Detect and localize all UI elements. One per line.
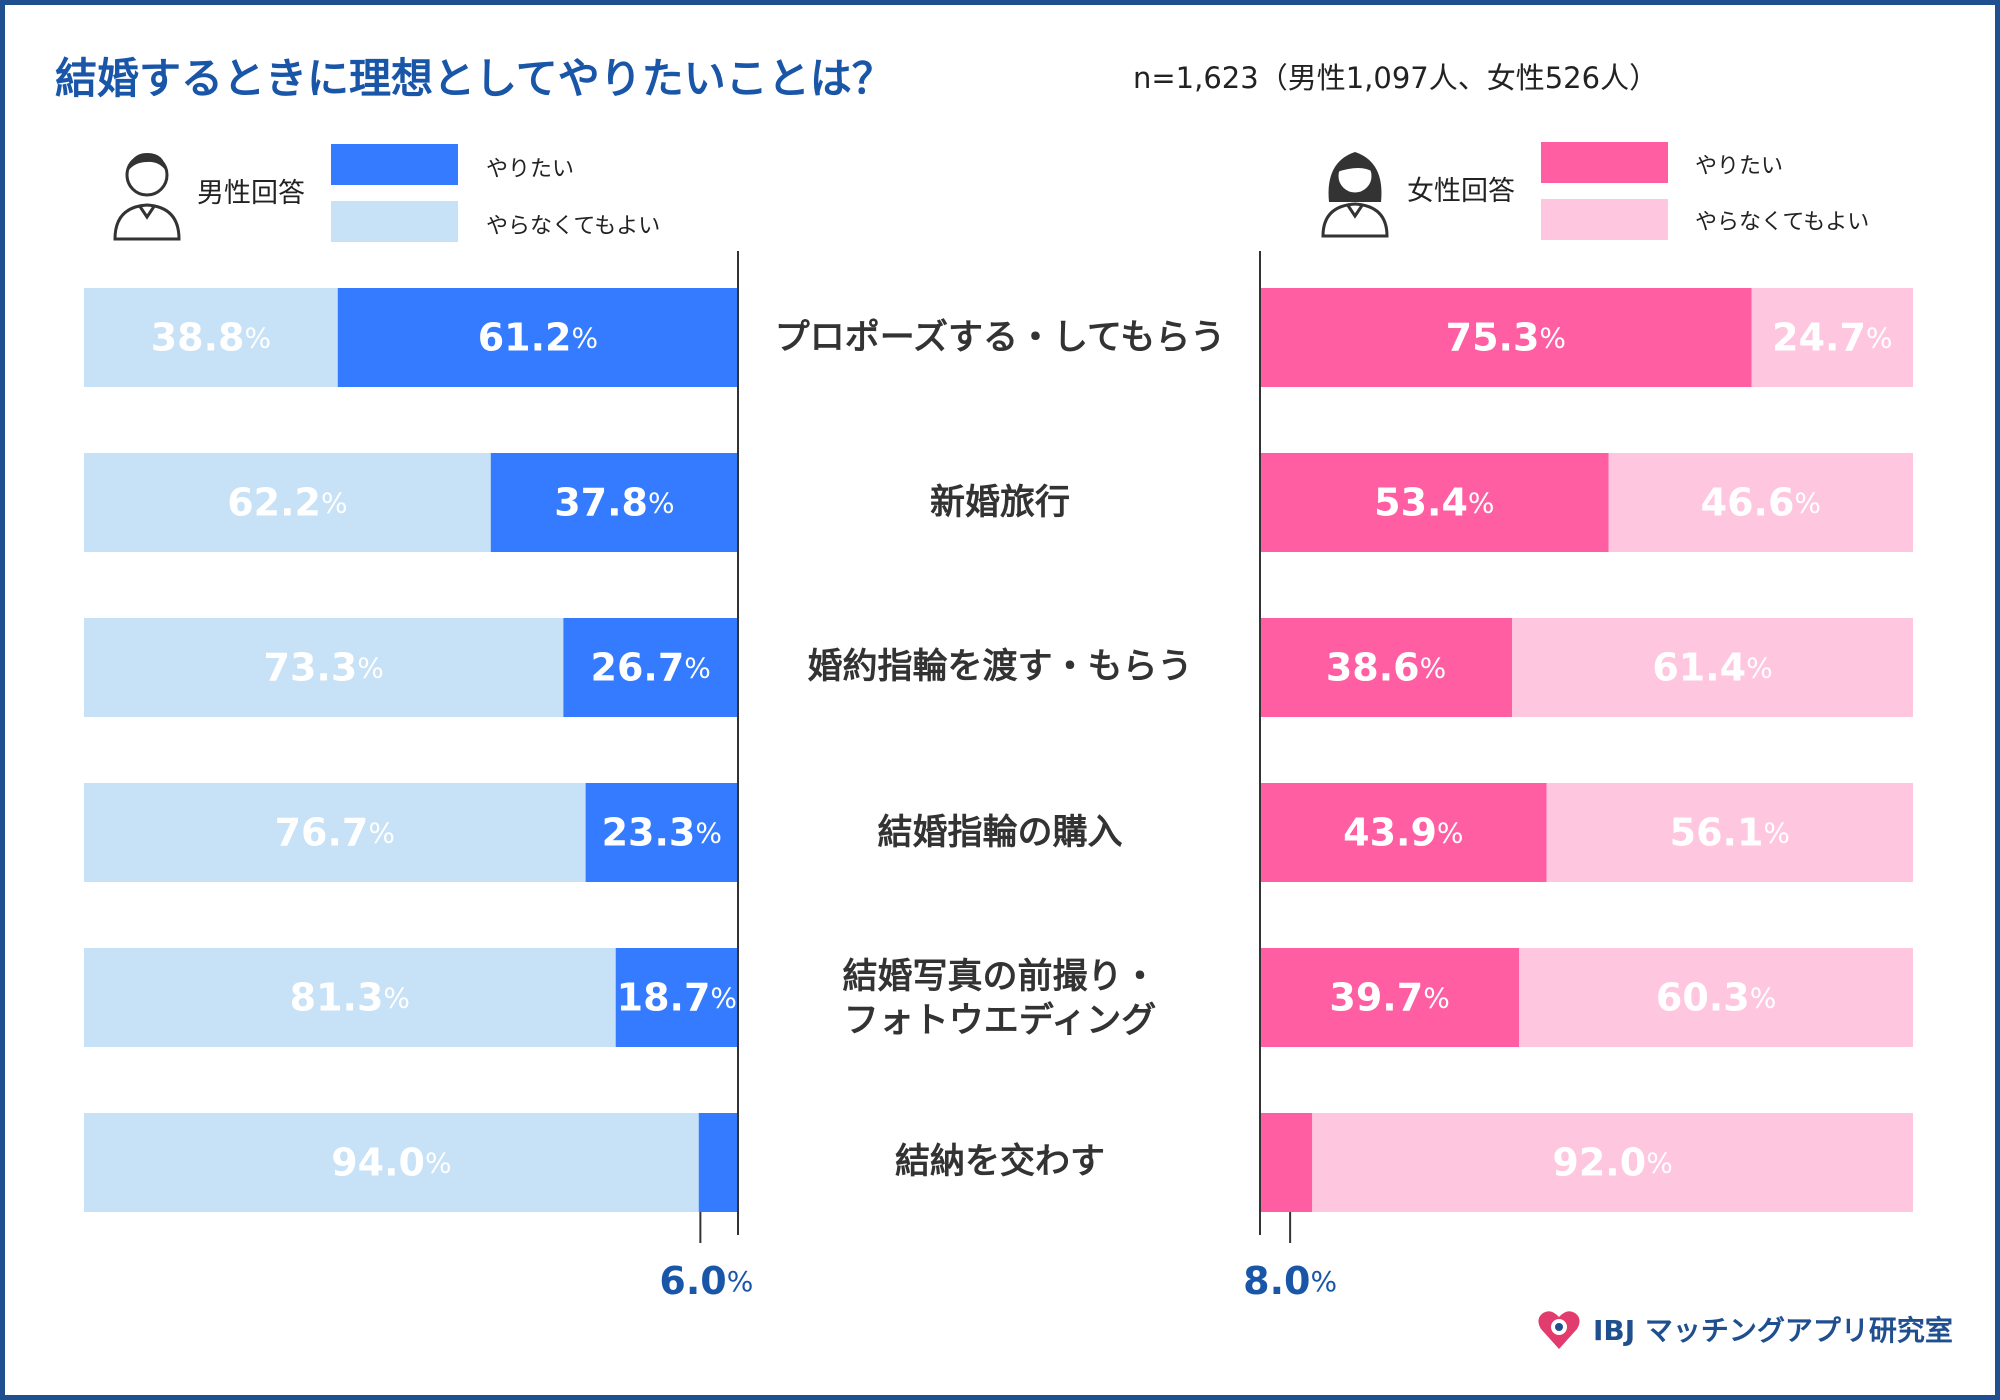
- category-label-0: プロポーズする・してもらう: [774, 318, 1226, 358]
- male-no-bar-2: [84, 618, 564, 717]
- female-no-bar-4: [1519, 948, 1913, 1047]
- male-yes-value-2: 26.7%: [591, 646, 711, 690]
- female-no-bar-0: [1751, 288, 1913, 387]
- male-no-bar-3: [84, 783, 586, 882]
- male-no-value-2: 73.3%: [264, 646, 384, 690]
- male-yes-legend-text: やりたい: [486, 157, 575, 182]
- male-yes-value-4: 18.7%: [617, 976, 737, 1020]
- female-no-value-3: 56.1%: [1670, 811, 1790, 855]
- male-yes-bar-0: [337, 288, 738, 387]
- female-no-legend-text: やらなくてもよい: [1695, 210, 1870, 235]
- female-yes-value-3: 43.9%: [1343, 811, 1463, 855]
- brand-logo: IBJ マッチングアプリ研究室: [1535, 1305, 1953, 1353]
- female-legend-label: 女性回答: [1407, 176, 1515, 207]
- male-no-value-3: 76.7%: [275, 811, 395, 855]
- female-no-bar-1: [1608, 453, 1913, 552]
- male-no-bar-0: [84, 288, 338, 387]
- female-yes-bar-0: [1260, 288, 1752, 387]
- female-no-bar-2: [1512, 618, 1913, 717]
- brand-text: IBJ マッチングアプリ研究室: [1593, 1314, 1953, 1347]
- female-yes-value-4: 39.7%: [1329, 976, 1449, 1020]
- female-yes-bar-1: [1260, 453, 1609, 552]
- female-yes-bar-2: [1260, 618, 1513, 717]
- female-yes-legend-text: やりたい: [1695, 154, 1784, 179]
- female-no-value-4: 60.3%: [1656, 976, 1776, 1020]
- male-no-value-5: 94.0%: [331, 1141, 451, 1185]
- male-yes-bar-5: [698, 1113, 738, 1212]
- female-person-icon: [1321, 152, 1389, 238]
- male-no-bar-4: [84, 948, 616, 1047]
- male-no-value-0: 38.8%: [151, 316, 271, 360]
- female-yes-bar-4: [1260, 948, 1520, 1047]
- male-no-bar-5: [84, 1113, 699, 1212]
- male-legend-label: 男性回答: [197, 178, 305, 209]
- male-no-bar-1: [84, 453, 491, 552]
- category-label-3: 結婚指輪の購入: [877, 813, 1123, 853]
- male-no-value-1: 62.2%: [227, 481, 347, 525]
- female-no-swatch: [1541, 199, 1668, 240]
- male-no-legend-text: やらなくてもよい: [486, 214, 661, 239]
- female-yes-value-1: 53.4%: [1374, 481, 1494, 525]
- female-no-value-5: 92.0%: [1552, 1141, 1672, 1185]
- female-no-value-0: 24.7%: [1772, 316, 1892, 360]
- female-yes-bar-5: [1260, 1113, 1313, 1212]
- male-yes-value-0: 61.2%: [478, 316, 598, 360]
- category-label-2: 婚約指輪を渡す・もらう: [807, 647, 1193, 687]
- male-yes-bar-3: [585, 783, 738, 882]
- female-no-value-2: 61.4%: [1652, 646, 1772, 690]
- category-label-4: 結婚写真の前撮り・ フォトウエディング: [842, 957, 1158, 1041]
- heart-logo-icon: [1538, 1311, 1580, 1349]
- female-no-value-1: 46.6%: [1701, 481, 1821, 525]
- stacked-bar-chart: 38.8% 61.2% 75.3% 24.7% 62.2% 37.8% 53.4% 46.6%…: [84, 251, 1913, 1303]
- female-yes-value-0: 75.3%: [1446, 316, 1566, 360]
- male-yes-value-3: 23.3%: [602, 811, 722, 855]
- male-yes-bar-2: [563, 618, 738, 717]
- male-no-value-4: 81.3%: [290, 976, 410, 1020]
- female-yes-swatch: [1541, 142, 1668, 183]
- sample-size-note: n=1,623（男性1,097人、女性526人）: [1133, 61, 1659, 95]
- female-yes-value-5: 8.0%: [1243, 1259, 1337, 1303]
- female-no-bar-5: [1312, 1113, 1913, 1212]
- male-yes-value-5: 6.0%: [659, 1259, 753, 1303]
- male-yes-value-1: 37.8%: [554, 481, 674, 525]
- chart-title: 結婚するときに理想としてやりたいことは？: [55, 54, 894, 103]
- male-no-swatch: [331, 201, 458, 242]
- male-person-icon: [113, 153, 181, 241]
- male-yes-bar-4: [615, 948, 738, 1047]
- female-no-bar-3: [1546, 783, 1913, 882]
- category-label-1: 新婚旅行: [929, 483, 1070, 523]
- female-yes-value-2: 38.6%: [1326, 646, 1446, 690]
- female-yes-bar-3: [1260, 783, 1547, 882]
- male-yes-bar-1: [490, 453, 738, 552]
- category-label-5: 結納を交わす: [894, 1142, 1105, 1182]
- male-yes-swatch: [331, 144, 458, 185]
